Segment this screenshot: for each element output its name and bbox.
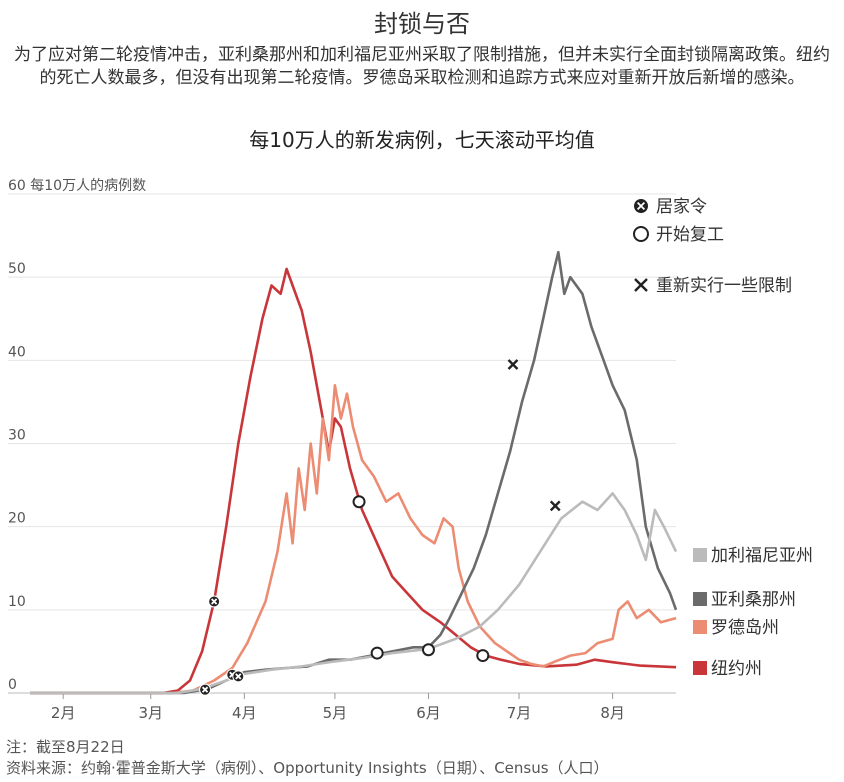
y-tick-label: 40 (8, 344, 26, 360)
series-label: 加利福尼亚州 (711, 546, 813, 566)
stay-home-marker-cross (636, 201, 646, 211)
y-tick-label: 10 (8, 594, 26, 610)
legend-label: 居家令 (656, 197, 707, 217)
chart-description: 为了应对第二轮疫情冲击，亚利桑那州和加利福尼亚州采取了限制措施，但并未实行全面封… (14, 45, 830, 88)
x-tick-label: 8月 (600, 704, 625, 722)
x-tick-label: 2月 (51, 704, 76, 722)
reopen-marker (476, 649, 490, 663)
reopen-marker (633, 226, 649, 242)
restriction-marker (549, 500, 561, 512)
series-label-swatch (693, 592, 707, 606)
stay-home-marker-cross (235, 673, 242, 680)
series-line (30, 492, 678, 695)
y-tick-label: 50 (8, 261, 26, 277)
series-label-swatch (693, 661, 707, 675)
x-tick-label: 6月 (416, 704, 441, 722)
chart-title: 封锁与否 (374, 10, 470, 38)
footnote: 注：截至8月22日 (6, 738, 125, 756)
y-tick-label: 30 (8, 428, 26, 444)
series-label: 罗德岛州 (711, 618, 779, 638)
x-tick-label: 7月 (507, 704, 532, 722)
stay-home-marker-cross (211, 598, 218, 605)
restriction-marker (507, 359, 519, 370)
y-tick-label: 60 每10万人的病例数 (8, 178, 146, 194)
series-label: 亚利桑那州 (711, 590, 796, 610)
series-line (30, 250, 678, 695)
legend-label: 开始复工 (656, 225, 724, 245)
series-label-swatch (693, 548, 707, 562)
series-line (30, 384, 677, 695)
restriction-marker (634, 278, 648, 292)
reopen-marker (370, 646, 384, 660)
y-tick-label: 20 (8, 511, 26, 527)
legend-label: 重新实行一些限制 (656, 276, 792, 296)
series-label: 纽约州 (711, 659, 762, 679)
stay-home-marker-cross (201, 686, 209, 693)
reopen-marker (352, 495, 366, 509)
source-note: 资料来源：约翰·霍普金斯大学（病例）、Opportunity Insights（… (6, 759, 609, 777)
series-line (30, 267, 677, 695)
chart-subtitle: 每10万人的新发病例，七天滚动平均值 (249, 128, 595, 152)
x-tick-label: 3月 (138, 704, 163, 722)
x-tick-label: 4月 (232, 704, 257, 722)
reopen-marker (421, 643, 435, 657)
series-label-swatch (693, 620, 707, 634)
line-chart: 0 10 20 30 40 50 60 每10万人的病例数 2月 3月 4月 5月 6月 7月 8月 居家令… (8, 178, 813, 722)
y-tick-label: 0 (8, 677, 17, 693)
x-tick-label: 5月 (323, 704, 348, 722)
